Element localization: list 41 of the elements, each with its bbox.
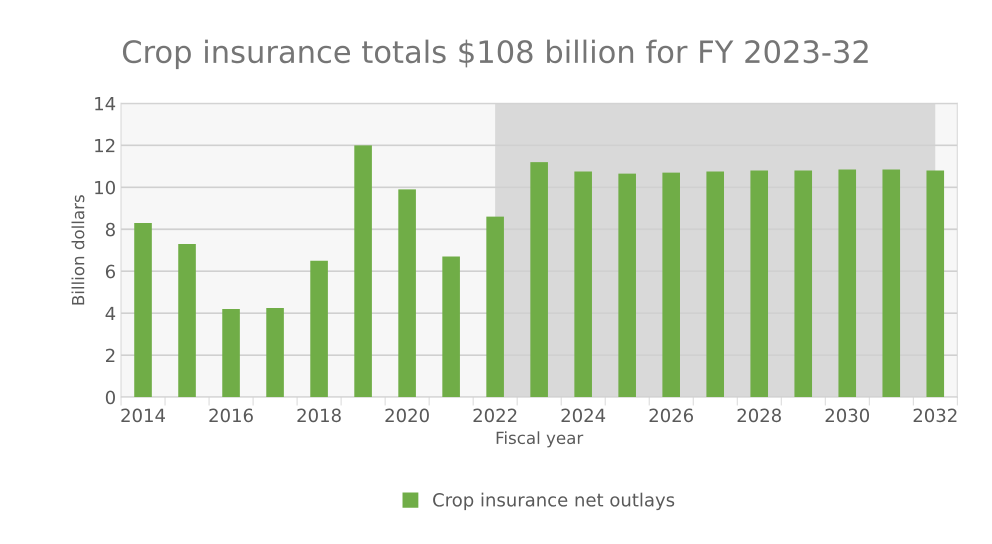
bar bbox=[398, 189, 416, 398]
bar bbox=[750, 170, 768, 398]
y-tick-label: 14 bbox=[95, 97, 116, 110]
legend-label: Crop insurance net outlays bbox=[433, 492, 674, 510]
bar bbox=[662, 172, 680, 398]
y-tick-label: 0 bbox=[106, 390, 115, 404]
bar bbox=[618, 174, 636, 398]
bar bbox=[354, 145, 372, 398]
bar bbox=[882, 169, 900, 398]
bar bbox=[134, 222, 152, 398]
x-tick-label: 2032 bbox=[914, 408, 956, 422]
y-tick-label: 4 bbox=[106, 306, 116, 320]
y-tick-label: 8 bbox=[106, 222, 115, 236]
bar bbox=[442, 256, 460, 398]
bar bbox=[530, 162, 548, 398]
bar bbox=[266, 308, 284, 398]
bar bbox=[794, 170, 812, 398]
x-tick-label: 2024 bbox=[562, 408, 606, 422]
y-tick-label: 12 bbox=[95, 138, 114, 152]
bar bbox=[706, 172, 724, 398]
x-tick-label: 2026 bbox=[650, 408, 694, 422]
x-tick-label: 2016 bbox=[209, 408, 253, 422]
x-tick-label: 2018 bbox=[297, 408, 341, 422]
x-axis-title: Fiscal year bbox=[496, 431, 584, 448]
chart-title: Crop insurance totals $108 billion for FY 2023-32 bbox=[122, 40, 868, 70]
x-tick-label: 2022 bbox=[473, 408, 516, 422]
y-tick-label: 6 bbox=[106, 264, 116, 278]
bar bbox=[310, 260, 328, 398]
bar bbox=[926, 170, 944, 398]
x-tick-label: 2014 bbox=[121, 408, 165, 422]
bar bbox=[574, 172, 592, 398]
bar bbox=[178, 244, 196, 398]
y-tick-label: 2 bbox=[106, 348, 114, 362]
y-tick-label: 10 bbox=[95, 180, 115, 194]
x-tick-label: 2028 bbox=[738, 408, 781, 422]
bar bbox=[222, 308, 240, 398]
x-tick-label: 2020 bbox=[385, 408, 429, 422]
x-tick-label: 2030 bbox=[826, 408, 870, 422]
y-axis-title: Billion dollars bbox=[72, 195, 84, 305]
bar bbox=[486, 216, 504, 398]
bar bbox=[838, 169, 856, 398]
